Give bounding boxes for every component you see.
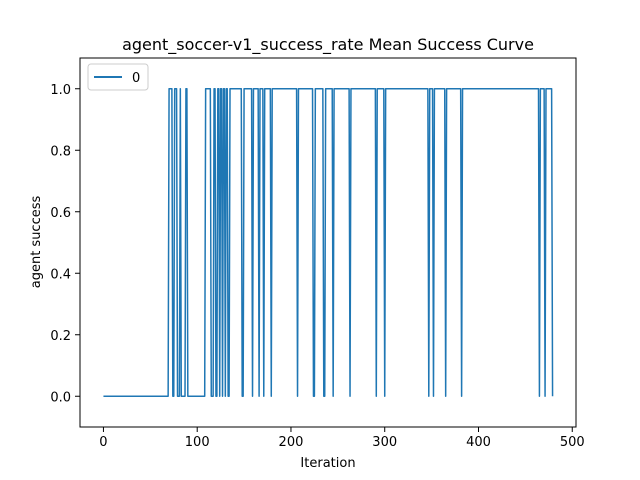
chart-title: agent_soccer-v1_success_rate Mean Succes… (122, 35, 534, 55)
y-tick-label: 0.6 (50, 206, 71, 221)
y-axis-ticks: 0.0 0.2 0.4 0.6 0.8 1.0 (50, 83, 80, 405)
x-tick-label: 200 (279, 435, 304, 450)
y-tick-label: 0.2 (50, 329, 71, 344)
y-tick-label: 0.8 (50, 144, 71, 159)
y-tick-label: 1.0 (50, 83, 71, 98)
plot-area: 0 100 200 300 400 500 0.0 0.2 0.4 0.6 0.8 1.0 (50, 57, 585, 450)
y-tick-label: 0.0 (50, 390, 71, 405)
series-layer (103, 88, 554, 397)
x-axis-label: Iteration (300, 456, 355, 471)
y-axis-label: agent success (29, 196, 44, 289)
x-tick-label: 400 (466, 435, 491, 450)
x-tick-label: 500 (560, 435, 585, 450)
legend-label: 0 (132, 71, 140, 86)
series-line (103, 88, 554, 397)
legend: 0 (87, 63, 149, 91)
plot-frame (79, 57, 577, 428)
x-tick-label: 100 (185, 435, 210, 450)
x-axis-ticks: 0 100 200 300 400 500 (99, 427, 585, 450)
plot-background (80, 58, 576, 427)
x-tick-label: 300 (372, 435, 397, 450)
x-tick-label: 0 (99, 435, 107, 450)
y-tick-label: 0.4 (50, 267, 71, 282)
